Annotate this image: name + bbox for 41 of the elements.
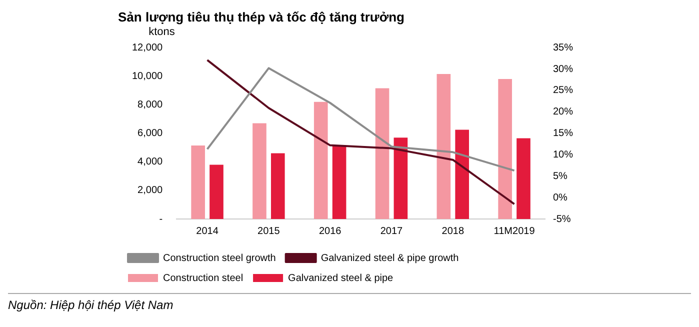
y2-tick-label: 20%	[552, 106, 574, 118]
x-tick-label: 2018	[442, 226, 464, 237]
y2-tick-label: 30%	[552, 64, 574, 75]
x-tick-label: 2017	[380, 226, 404, 237]
legend-label: Construction steel growth	[163, 252, 276, 264]
x-tick-label: 2016	[318, 226, 342, 237]
y2-tick-label: 15%	[552, 128, 574, 140]
x-tick-label: 2014	[196, 226, 219, 237]
y2-tick-label: 25%	[552, 85, 574, 96]
text: Nguồn: Hiệp hội thép Việt Nam	[8, 293, 691, 312]
chart-title: Sản lượng tiêu thụ thép và tốc độ tăng trưởng	[118, 9, 405, 24]
bar	[394, 138, 408, 219]
y-tick-label: 8,000	[138, 99, 164, 110]
y-axis-title: ktons	[148, 26, 176, 38]
y-tick-label: 4,000	[138, 156, 164, 168]
bar	[436, 74, 451, 219]
y2-tick-label: 0%	[552, 192, 568, 204]
y-tick-label: 2,000	[138, 185, 164, 196]
bar	[270, 153, 285, 219]
y2-tick-label: 35%	[552, 42, 574, 54]
y-tick-label: 10,000	[132, 70, 164, 82]
x-tick-label: 11M2019	[494, 226, 536, 237]
bar	[314, 102, 328, 219]
y2-tick-label: 10%	[552, 149, 574, 160]
y2-tick-label: 5%	[552, 170, 568, 182]
bar	[210, 164, 224, 219]
x-tick-label: 2015	[258, 226, 280, 237]
bar	[375, 88, 390, 219]
y-tick-label: 12,000	[132, 42, 164, 54]
bar	[332, 145, 346, 219]
bar	[498, 79, 512, 219]
bar	[191, 145, 205, 219]
y-tick-label: -	[159, 214, 163, 225]
bar	[252, 123, 266, 219]
y2-tick-label: -5%	[552, 214, 571, 225]
bar	[455, 130, 470, 219]
y-tick-label: 6,000	[138, 128, 164, 140]
legend-label: Galvanized steel & pipe growth	[320, 252, 459, 264]
legend-label: Galvanized steel & pipe	[288, 272, 394, 284]
legend-label: Construction steel	[163, 272, 244, 284]
bar	[516, 138, 530, 219]
